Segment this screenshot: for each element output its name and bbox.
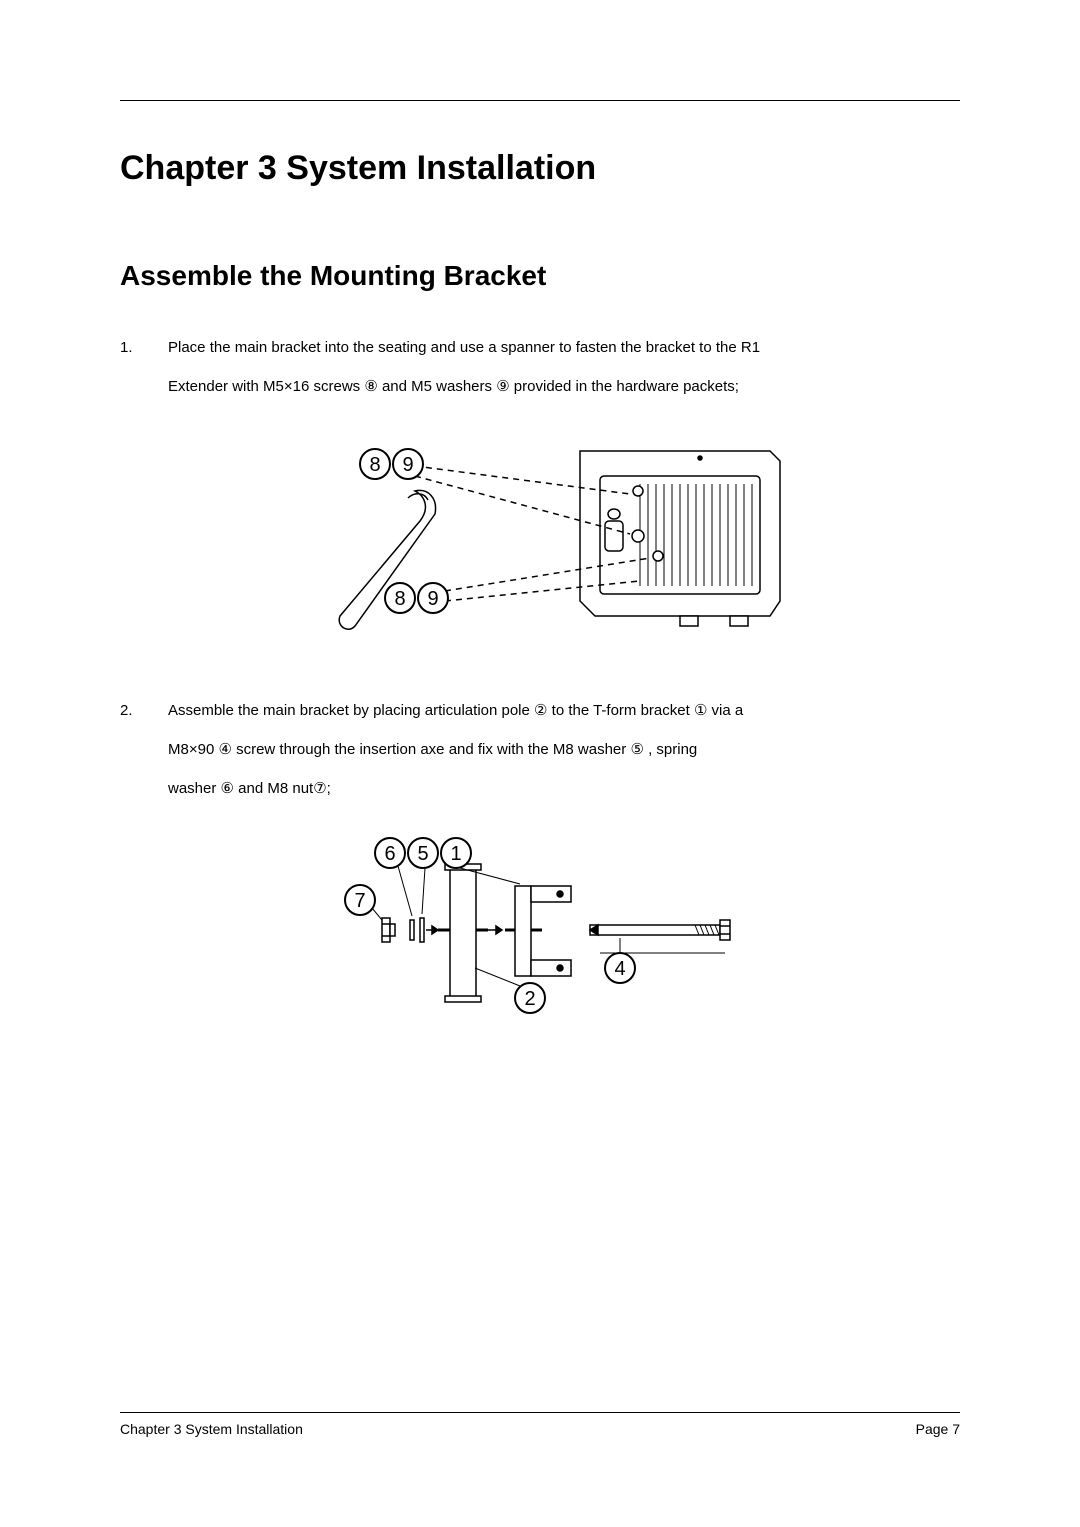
step-2-text-b: to the T-form bracket — [547, 702, 693, 719]
fig1-callout-9-bot: 9 — [427, 588, 438, 610]
step-1: 1. Place the main bracket into the seati… — [120, 328, 960, 406]
circled-1: ① — [694, 691, 707, 730]
circled-2: ② — [534, 691, 547, 730]
fig1-callout-9-top: 9 — [402, 454, 413, 476]
step-2-text-g: washer — [168, 780, 221, 797]
chapter-title: Chapter 3 System Installation — [120, 149, 960, 188]
step-2-text-f: , spring — [644, 741, 697, 758]
section-title: Assemble the Mounting Bracket — [120, 260, 960, 292]
step-2: 2. Assemble the main bracket by placing … — [120, 691, 960, 808]
fig2-callout-6: 6 — [384, 843, 395, 865]
fig2-callout-7: 7 — [354, 890, 365, 912]
footer-right: Page 7 — [916, 1421, 960, 1437]
figure-1: 8 9 8 9 — [120, 426, 960, 651]
step-2-text-i: ; — [327, 780, 331, 797]
step-1-text-d: provided in the hardware packets; — [510, 378, 739, 395]
circled-9: ⑨ — [496, 367, 509, 406]
circled-7: ⑦ — [313, 769, 326, 808]
step-2-text-e: screw through the insertion axe and fix … — [232, 741, 631, 758]
circled-5: ⑤ — [630, 730, 643, 769]
page-footer: Chapter 3 System Installation Page 7 — [120, 1412, 960, 1437]
step-2-text-a: Assemble the main bracket by placing art… — [168, 702, 534, 719]
circled-6: ⑥ — [221, 769, 234, 808]
fig2-callout-1: 1 — [450, 843, 461, 865]
step-2-number: 2. — [120, 691, 133, 730]
step-2-text-d: M8×90 — [168, 741, 218, 758]
step-2-text-c: via a — [707, 702, 743, 719]
step-1-text-a: Place the main bracket into the seating … — [168, 339, 760, 356]
fig2-callout-2: 2 — [524, 988, 535, 1010]
step-2-text-h: and M8 nut — [234, 780, 313, 797]
fig1-callout-8-bot: 8 — [394, 588, 405, 610]
circled-4: ④ — [218, 730, 231, 769]
circled-8: ⑧ — [364, 367, 377, 406]
step-1-number: 1. — [120, 328, 133, 367]
fig2-callout-5: 5 — [417, 843, 428, 865]
figure-2: 6 5 1 7 2 4 — [120, 828, 960, 1033]
step-1-text-b: Extender with M5×16 screws — [168, 378, 364, 395]
fig1-callout-8-top: 8 — [369, 454, 380, 476]
fig2-callout-4: 4 — [614, 958, 625, 980]
footer-left: Chapter 3 System Installation — [120, 1421, 303, 1437]
step-1-text-c: and M5 washers — [378, 378, 496, 395]
